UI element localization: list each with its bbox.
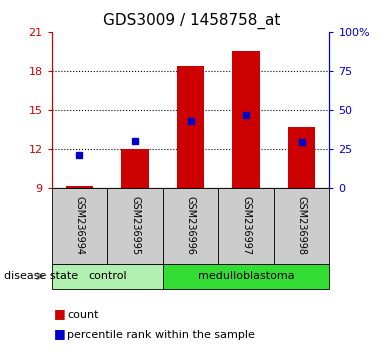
Text: GSM236997: GSM236997 [241, 196, 251, 255]
Text: percentile rank within the sample: percentile rank within the sample [67, 330, 255, 340]
Bar [107, 188, 163, 264]
Text: GSM236998: GSM236998 [296, 196, 307, 255]
Bar [52, 188, 107, 264]
Bar [288, 127, 316, 188]
Text: GSM236994: GSM236994 [74, 196, 85, 255]
Text: GDS3009 / 1458758_at: GDS3009 / 1458758_at [103, 12, 280, 29]
Text: ■: ■ [54, 307, 65, 320]
Text: disease state: disease state [4, 271, 78, 281]
Text: GSM236995: GSM236995 [130, 196, 140, 255]
Bar [218, 188, 274, 264]
Bar [232, 51, 260, 188]
Bar [52, 264, 163, 289]
Text: count: count [67, 310, 98, 320]
Bar [163, 188, 218, 264]
Bar [177, 65, 205, 188]
Bar [121, 149, 149, 188]
Text: GSM236996: GSM236996 [185, 196, 196, 255]
Text: medulloblastoma: medulloblastoma [198, 271, 295, 281]
Text: ■: ■ [54, 327, 65, 340]
Bar [65, 186, 93, 188]
Text: control: control [88, 271, 126, 281]
Bar [274, 188, 329, 264]
Bar [163, 264, 329, 289]
